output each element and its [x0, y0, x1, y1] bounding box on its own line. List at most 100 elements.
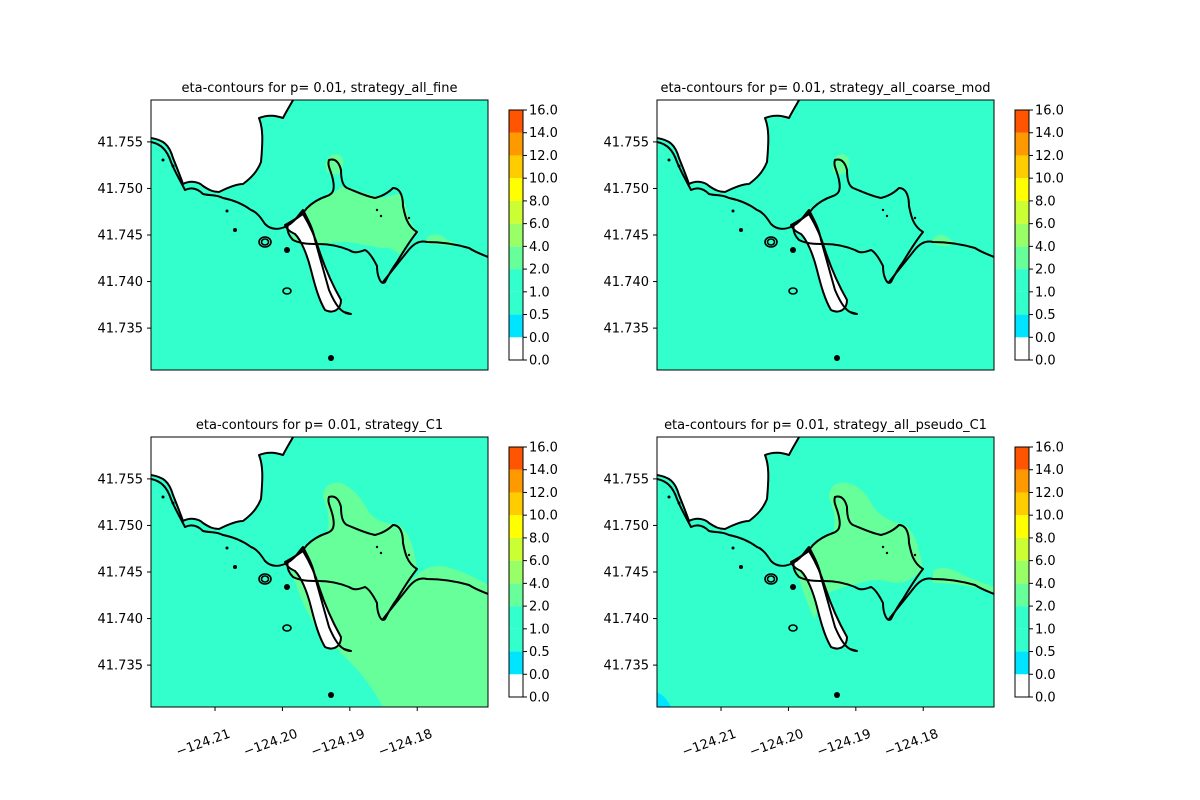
- coastline-spit: [284, 550, 342, 650]
- island: [407, 553, 411, 557]
- y-tick-label: 41.755: [604, 135, 650, 150]
- colorbar-band: [1015, 200, 1029, 224]
- colorbar-band: [509, 200, 523, 224]
- y-tick-label: 41.735: [604, 322, 650, 337]
- colorbar-band: [1015, 132, 1029, 156]
- island-ring: [282, 287, 292, 295]
- x-tick-label: −124.20: [242, 727, 300, 760]
- colorbar-frame: [1014, 446, 1030, 698]
- colorbar-tick-label: 4.0: [1035, 577, 1056, 592]
- colorbar-tick-label: 0.5: [1035, 308, 1056, 323]
- chart-title: eta-contours for p= 0.01, strategy_all_c…: [660, 81, 990, 96]
- coastline-north: [151, 100, 294, 193]
- colorbar-tick-label: 2.0: [1035, 600, 1056, 615]
- colorbar-tick-label: 1.0: [1035, 285, 1056, 300]
- y-tick-label: 41.740: [604, 612, 650, 627]
- coastline-main: [151, 478, 352, 652]
- colorbar-band: [1015, 447, 1029, 470]
- y-tick-label: 41.740: [98, 612, 144, 627]
- island: [375, 208, 379, 212]
- coastline-harbor: [286, 158, 418, 284]
- colorbar-tick-label: 0.5: [529, 308, 550, 323]
- colorbar-band: [1015, 628, 1029, 652]
- colorbar-tick-label: 0.0: [529, 354, 550, 369]
- island-ring: [764, 573, 778, 585]
- island: [233, 228, 237, 232]
- island-ring: [766, 238, 776, 246]
- y-tick-label: 41.740: [604, 275, 650, 290]
- colorbar-tick-label: 14.0: [529, 463, 558, 478]
- colorbar-tick-label: 8.0: [529, 531, 550, 546]
- island-ring: [260, 575, 270, 583]
- island: [913, 553, 917, 557]
- colorbar-tick-label: 0.0: [1035, 668, 1056, 683]
- colorbar-tick-label: 14.0: [1035, 126, 1064, 141]
- island: [233, 565, 237, 569]
- inundation-region: [287, 482, 488, 707]
- colorbar-tick-label: 0.5: [1035, 645, 1056, 660]
- colorbar-tick-label: 4.0: [529, 240, 550, 255]
- y-tick-label: 41.755: [604, 472, 650, 487]
- island: [225, 209, 229, 213]
- map-area: [151, 437, 488, 707]
- colorbar-tick-label: 0.0: [529, 668, 550, 683]
- island-ring: [764, 236, 778, 248]
- island: [225, 546, 229, 550]
- colorbar-band: [1015, 314, 1029, 338]
- colorbar-band: [1015, 110, 1029, 133]
- colorbar-tick-label: 8.0: [529, 194, 550, 209]
- coastline-spit: [284, 213, 342, 313]
- colorbar-tick-label: 6.0: [529, 217, 550, 232]
- coastline-north: [657, 437, 800, 530]
- y-tick-label: 41.745: [604, 566, 650, 581]
- colorbar-tick-label: 4.0: [1035, 240, 1056, 255]
- colorbar-band: [509, 178, 523, 201]
- colorbar-tick-label: 8.0: [1035, 531, 1056, 546]
- colorbar-band: [509, 269, 523, 292]
- colorbar-tick-label: 16.0: [1035, 104, 1064, 119]
- island: [739, 228, 743, 232]
- x-tick-label: −124.19: [309, 727, 367, 760]
- coastline-east: [382, 240, 488, 283]
- colorbar-frame: [508, 446, 524, 698]
- colorbar-tick-label: 12.0: [1035, 486, 1064, 501]
- island: [161, 158, 165, 162]
- island: [677, 501, 681, 505]
- chart-panel: eta-contours for p= 0.01, strategy_all_p…: [604, 418, 1064, 760]
- colorbar-band: [1015, 337, 1029, 360]
- x-tick-label: −124.19: [815, 727, 873, 760]
- colorbar-band: [509, 246, 523, 270]
- island: [885, 551, 889, 555]
- coastline-main: [657, 478, 858, 652]
- colorbar-band: [509, 291, 523, 315]
- y-tick-label: 41.735: [604, 659, 650, 674]
- colorbar-tick-label: 8.0: [1035, 194, 1056, 209]
- y-tick-label: 41.735: [98, 322, 144, 337]
- colorbar-frame: [1014, 109, 1030, 361]
- chart-panel: eta-contours for p= 0.01, strategy_C1 41.…: [98, 418, 558, 760]
- island: [739, 565, 743, 569]
- colorbar-band: [509, 337, 523, 360]
- island: [913, 216, 917, 220]
- colorbar-band: [1015, 537, 1029, 561]
- inundation-region: [793, 482, 994, 619]
- colorbar-band: [509, 628, 523, 652]
- colorbar-band: [1015, 606, 1029, 629]
- colorbar-band: [509, 223, 523, 247]
- colorbar-band: [1015, 246, 1029, 270]
- island: [834, 692, 840, 698]
- colorbar-tick-label: 12.0: [1035, 149, 1064, 164]
- colorbar-band: [1015, 269, 1029, 292]
- coastline-north: [657, 100, 800, 193]
- colorbar-tick-label: 6.0: [1035, 217, 1056, 232]
- colorbar-band: [1015, 515, 1029, 538]
- coastline-main: [657, 141, 858, 315]
- island: [379, 214, 383, 218]
- island: [171, 164, 175, 168]
- colorbar-tick-label: 1.0: [529, 285, 550, 300]
- island: [667, 158, 671, 162]
- island: [790, 584, 796, 590]
- colorbar-tick-label: 16.0: [529, 441, 558, 456]
- chart-title: eta-contours for p= 0.01, strategy_all_p…: [664, 418, 987, 433]
